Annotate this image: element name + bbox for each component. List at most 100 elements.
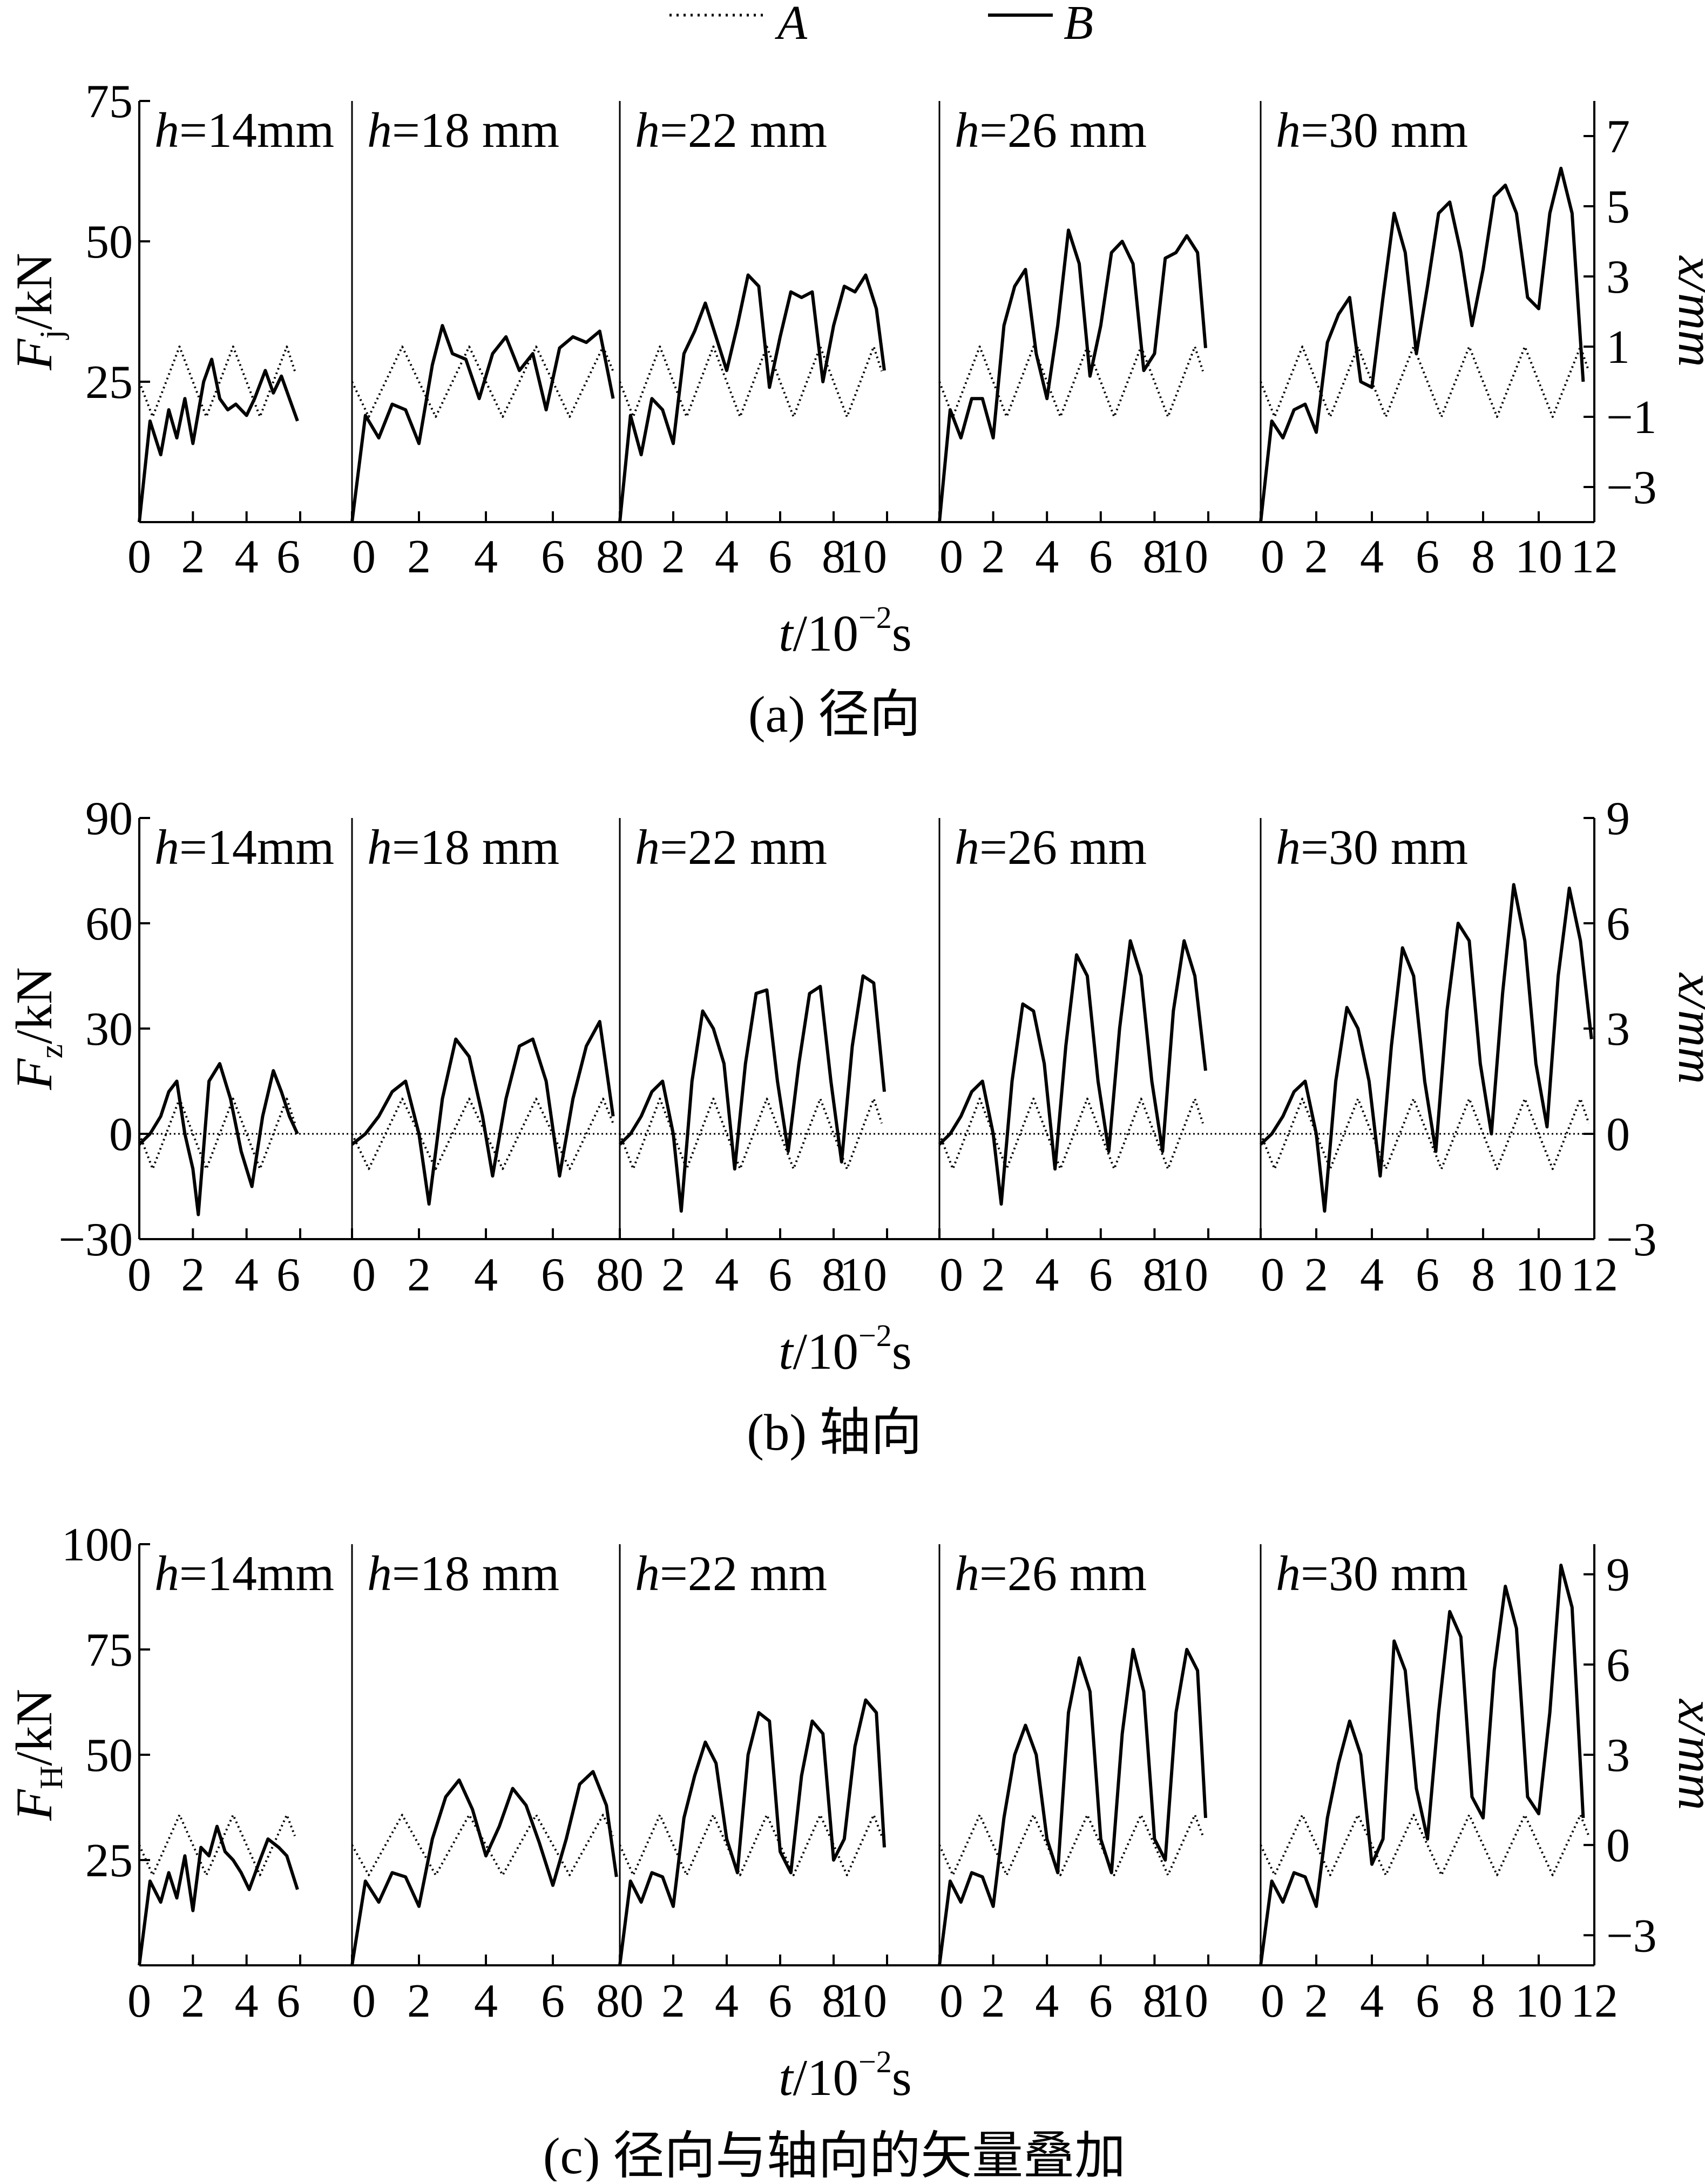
xlabel-unit: s: [892, 1323, 912, 1380]
series-a-line: [138, 1098, 296, 1170]
x-tick-label: 2: [181, 1249, 205, 1301]
series-a-line: [1260, 1814, 1590, 1876]
series-b-line: [618, 1698, 886, 1966]
x-tick-label: 12: [1571, 1975, 1618, 2027]
x-tick-label: 10: [840, 1249, 887, 1301]
panel-h-symbol: h: [367, 1546, 392, 1601]
left-y-tick-label: 50: [85, 1729, 133, 1782]
x-tick-label: 0: [352, 531, 376, 583]
panel-h-value: =30 mm: [1301, 1546, 1468, 1601]
x-tick-label: 8: [1142, 531, 1166, 583]
x-tick-label: 6: [276, 1249, 300, 1301]
x-tick-label: 4: [1035, 531, 1059, 583]
right-y-tick-label: 6: [1606, 898, 1630, 950]
x-tick-label: 2: [661, 531, 685, 583]
panel-h-symbol: h: [635, 103, 660, 158]
x-tick-label: 0: [620, 1249, 644, 1301]
panel-h-value: =22 mm: [660, 103, 827, 158]
panel-h-symbol: h: [154, 103, 179, 158]
x-tick-label: 10: [840, 1975, 887, 2027]
x-tick-label: 2: [407, 531, 431, 583]
subfigure-caption: (c) 径向与轴向的矢量叠加: [543, 2127, 1126, 2181]
x-tick-label: 6: [1089, 1975, 1113, 2027]
right-y-tick-label: 6: [1606, 1639, 1630, 1692]
ylabel-sub: z: [33, 1044, 69, 1059]
xlabel-rest: /10: [793, 1323, 858, 1380]
panel-h-symbol: h: [1276, 820, 1301, 875]
series-b-line: [938, 939, 1207, 1206]
panel-h-symbol: h: [154, 1546, 179, 1601]
x-tick-label: 10: [1161, 1975, 1208, 2027]
legend-label-b: B: [1064, 0, 1093, 50]
right-y-tick-label: −3: [1606, 1910, 1657, 1962]
xlabel-rest: /10: [793, 2049, 858, 2106]
xlabel-unit: s: [892, 605, 912, 662]
panel-h-value: =18 mm: [392, 1546, 559, 1601]
x-tick-label: 6: [541, 531, 565, 583]
x-tick-label: 10: [1515, 1249, 1562, 1301]
panel-h-label: h=22 mm: [635, 103, 827, 158]
x-tick-label: 0: [1261, 1975, 1284, 2027]
x-tick-label: 0: [127, 1975, 151, 2027]
xlabel-main: t: [779, 605, 794, 662]
panel-h-value: =22 mm: [660, 1546, 827, 1601]
x-tick-label: 4: [235, 1249, 259, 1301]
x-tick-label: 8: [822, 1975, 845, 2027]
panel-h-symbol: h: [154, 820, 179, 875]
panel-h-value: =14mm: [179, 820, 334, 875]
x-tick-label: 6: [541, 1975, 565, 2027]
x-tick-label: 4: [1360, 1249, 1384, 1301]
x-tick-label: 4: [1360, 531, 1384, 583]
x-tick-label: 4: [715, 1975, 739, 2027]
panel-h-symbol: h: [367, 103, 392, 158]
panel-h-label: h=26 mm: [955, 1546, 1147, 1601]
series-b-line: [1259, 166, 1585, 523]
panel-h-symbol: h: [955, 103, 979, 158]
x-tick-label: 4: [715, 1249, 739, 1301]
left-y-axis-label: Fz/kN: [5, 967, 69, 1090]
xlabel-rest: /10: [793, 605, 858, 662]
right-y-tick-label: 3: [1606, 1003, 1630, 1056]
panel-h-symbol: h: [635, 820, 660, 875]
x-tick-label: 2: [407, 1249, 431, 1301]
panel-h-label: h=18 mm: [367, 1546, 559, 1601]
right-y-tick-label: 0: [1606, 1108, 1630, 1161]
panel-h-symbol: h: [1276, 103, 1301, 158]
panel-h-label: h=30 mm: [1276, 103, 1468, 158]
series-a-line: [138, 346, 296, 418]
xlabel-unit: s: [892, 2049, 912, 2106]
panel-h-label: h=18 mm: [367, 103, 559, 158]
panel-h-label: h=14mm: [154, 1546, 334, 1601]
panel-h-label: h=14mm: [154, 820, 334, 875]
ylabel-main: F: [5, 339, 63, 371]
series-b-line: [618, 974, 886, 1213]
ylabel-sub: H: [33, 1766, 69, 1789]
x-tick-label: 12: [1571, 1249, 1618, 1301]
ylabel-unit: /kN: [5, 967, 63, 1044]
series-a-line: [619, 346, 883, 418]
x-tick-label: 8: [1142, 1249, 1166, 1301]
left-y-tick-label: 0: [109, 1108, 133, 1161]
x-tick-label: 2: [1304, 1975, 1328, 2027]
xlabel-exponent: −2: [858, 2044, 892, 2079]
right-y-tick-label: 0: [1606, 1820, 1630, 1872]
panel-h-value: =14mm: [179, 1546, 334, 1601]
x-tick-label: 2: [181, 531, 205, 583]
panel-h-label: h=22 mm: [635, 1546, 827, 1601]
x-tick-label: 6: [768, 531, 792, 583]
x-tick-label: 8: [1471, 1249, 1495, 1301]
x-tick-label: 2: [661, 1975, 685, 2027]
x-tick-label: 4: [474, 531, 498, 583]
series-b-line: [351, 1020, 615, 1206]
left-y-tick-label: 60: [85, 898, 133, 950]
right-y-tick-label: −3: [1606, 1214, 1657, 1266]
panel-h-symbol: h: [955, 820, 979, 875]
x-tick-label: 4: [1360, 1975, 1384, 2027]
x-tick-label: 2: [407, 1975, 431, 2027]
series-a-line: [938, 346, 1204, 418]
panel-h-symbol: h: [367, 820, 392, 875]
right-y-axis-label: x/mm: [1668, 1698, 1705, 1810]
x-tick-label: 2: [982, 531, 1005, 583]
panel-h-symbol: h: [635, 1546, 660, 1601]
ylabel-unit: /kN: [5, 1689, 63, 1766]
